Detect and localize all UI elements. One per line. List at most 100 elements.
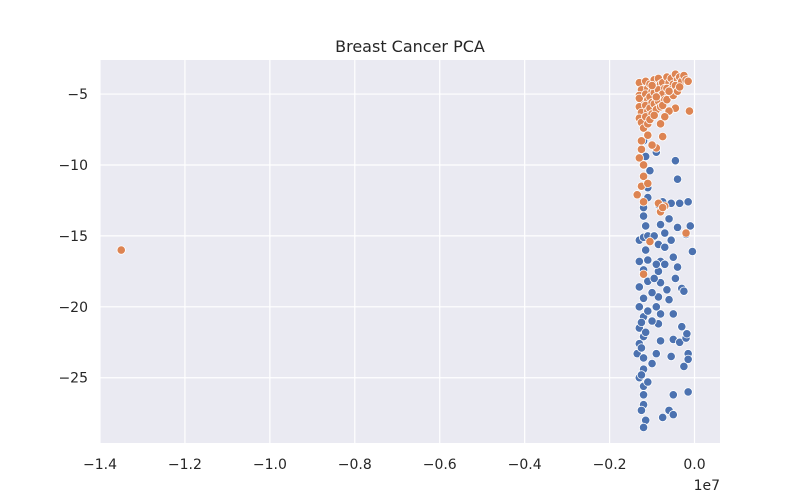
scatter-point-series-2 xyxy=(116,245,126,255)
scatter-point-series-1 xyxy=(660,259,670,269)
scatter-point-series-1 xyxy=(651,259,661,269)
scatter-point-series-1 xyxy=(641,327,651,337)
x-tick-labels: −1.4 −1.2 −1.0 −0.8 −0.6 −0.4 −0.2 0.0 xyxy=(83,457,706,473)
scatter-point-series-2 xyxy=(651,92,661,102)
x-tick-label: −1.2 xyxy=(168,457,202,473)
scatter-point-series-1 xyxy=(655,309,666,319)
scatter-point-series-1 xyxy=(664,214,674,224)
x-tick-label: 0.0 xyxy=(683,457,705,473)
x-tick-label: −0.6 xyxy=(423,457,457,473)
scatter-point-series-1 xyxy=(636,317,647,328)
scatter-point-series-1 xyxy=(679,286,689,296)
scatter-point-series-2 xyxy=(632,190,642,200)
scatter-point-series-2 xyxy=(662,95,672,105)
scatter-point-series-2 xyxy=(660,112,670,122)
scatter-point-series-2 xyxy=(636,136,647,146)
scatter-point-series-1 xyxy=(634,282,644,292)
scatter-point-series-2 xyxy=(647,80,657,91)
scatter-point-series-1 xyxy=(638,353,649,363)
scatter-point-series-1 xyxy=(668,410,678,420)
plot-area xyxy=(100,60,720,443)
y-tick-label: −10 xyxy=(58,158,88,174)
scatter-point-series-1 xyxy=(651,302,661,312)
scatter-point-series-1 xyxy=(660,242,670,252)
scatter-point-series-1 xyxy=(670,273,681,284)
scatter-point-series-1 xyxy=(658,412,668,423)
y-tick-label: −15 xyxy=(58,229,88,245)
x-tick-label: −0.2 xyxy=(593,457,627,473)
scatter-point-series-1 xyxy=(638,293,649,303)
y-tick-label: −20 xyxy=(58,300,88,316)
scatter-point-series-1 xyxy=(675,198,685,208)
scatter-point-series-2 xyxy=(684,106,695,116)
x-tick-label: −0.8 xyxy=(338,457,372,473)
data-points xyxy=(116,69,697,432)
scatter-point-series-1 xyxy=(655,336,666,346)
scatter-point-series-1 xyxy=(647,316,657,326)
scatter-point-series-1 xyxy=(672,222,683,232)
scatter-point-series-1 xyxy=(655,219,666,230)
scatter-point-series-1 xyxy=(662,285,672,295)
scatter-point-series-1 xyxy=(643,255,653,265)
scatter-point-series-1 xyxy=(641,245,651,255)
scatter-point-series-1 xyxy=(641,221,651,231)
scatter-point-series-1 xyxy=(638,422,649,432)
scatter-point-series-1 xyxy=(645,166,655,176)
scatter-point-series-1 xyxy=(682,329,692,339)
scatter-point-series-1 xyxy=(670,156,681,166)
scatter-point-series-1 xyxy=(643,377,653,387)
scatter-point-series-1 xyxy=(683,354,693,364)
scatter-point-series-2 xyxy=(643,130,653,140)
scatter-point-series-2 xyxy=(683,76,693,86)
y-tick-label: −5 xyxy=(67,87,88,103)
scatter-point-series-2 xyxy=(647,140,657,150)
scatter-point-series-1 xyxy=(683,197,693,207)
scatter-point-series-1 xyxy=(675,337,685,347)
scatter-point-series-1 xyxy=(655,278,666,288)
scatter-point-series-2 xyxy=(664,86,674,96)
scatter-point-series-2 xyxy=(634,153,644,163)
scatter-point-series-1 xyxy=(679,361,689,371)
scatter-point-series-1 xyxy=(685,221,695,231)
scatter-point-series-2 xyxy=(655,119,666,129)
scatter-point-series-2 xyxy=(636,144,647,154)
scatter-point-series-1 xyxy=(677,322,687,332)
scatter-point-series-1 xyxy=(647,288,657,298)
scatter-point-series-1 xyxy=(666,235,676,245)
scatter-point-series-1 xyxy=(647,358,657,369)
scatter-point-series-2 xyxy=(649,110,659,120)
scatter-point-series-1 xyxy=(683,387,693,397)
scatter-point-series-1 xyxy=(653,292,664,302)
scatter-point-series-1 xyxy=(649,273,659,284)
y-tick-label: −25 xyxy=(58,371,88,387)
scatter-point-series-2 xyxy=(643,178,653,189)
scatter-point-series-1 xyxy=(664,295,674,305)
scatter-point-series-1 xyxy=(672,262,683,272)
scatter-point-series-1 xyxy=(638,211,649,221)
y-tick-labels: −5 −10 −15 −20 −25 xyxy=(58,87,88,387)
scatter-point-series-1 xyxy=(651,349,661,359)
scatter-point-series-2 xyxy=(645,236,655,247)
x-tick-label: −1.4 xyxy=(83,457,117,473)
scatter-point-series-1 xyxy=(643,306,653,316)
x-axis-offset-label: 1e7 xyxy=(694,478,720,494)
scatter-point-series-1 xyxy=(668,309,678,319)
scatter-point-series-1 xyxy=(634,256,644,267)
scatter-point-series-2 xyxy=(638,197,649,207)
scatter-point-series-1 xyxy=(672,174,683,184)
scatter-point-series-1 xyxy=(660,228,670,238)
scatter-point-series-2 xyxy=(638,269,649,279)
scatter-point-series-1 xyxy=(636,370,647,380)
chart-title: Breast Cancer PCA xyxy=(335,37,485,56)
scatter-point-series-2 xyxy=(681,228,691,238)
grid-lines xyxy=(99,60,720,443)
scatter-point-series-2 xyxy=(638,171,649,181)
scatter-point-series-1 xyxy=(636,343,647,353)
scatter-point-series-1 xyxy=(634,302,644,312)
scatter-point-series-1 xyxy=(638,390,649,400)
scatter-point-series-1 xyxy=(687,246,697,257)
scatter-point-series-2 xyxy=(658,132,668,142)
scatter-point-series-2 xyxy=(675,82,685,92)
